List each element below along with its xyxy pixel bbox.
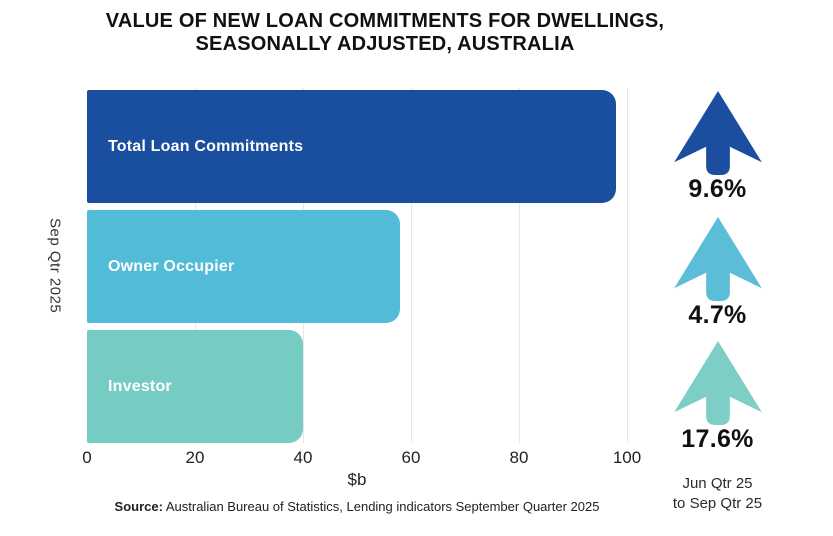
bar-owner-occupier: Owner Occupier bbox=[87, 210, 401, 323]
comparison-period-caption: Jun Qtr 25 to Sep Qtr 25 bbox=[673, 474, 762, 515]
quarterly-change-panel: 9.6% 4.7% 17.6% Jun Qtr 25 to Sep Qtr 25 bbox=[655, 88, 780, 514]
x-axis: 0 20 40 60 80 100 bbox=[82, 448, 641, 468]
bar-investor: Investor bbox=[87, 330, 303, 443]
bar-total-loan-commitments: Total Loan Commitments bbox=[87, 90, 617, 203]
bar-row-owner-occupier: Owner Occupier bbox=[87, 210, 627, 323]
bar-label-owner-occupier: Owner Occupier bbox=[108, 257, 235, 275]
x-tick-label-60: 60 bbox=[401, 448, 421, 467]
bar-label-total-loan-commitments: Total Loan Commitments bbox=[108, 137, 304, 155]
source-note: Source: Australian Bureau of Statistics,… bbox=[67, 499, 647, 514]
x-tick-label-80: 80 bbox=[509, 448, 529, 467]
source-label: Source: bbox=[114, 499, 163, 514]
bar-row-total-loan-commitments: Total Loan Commitments bbox=[87, 90, 627, 203]
comparison-period-line2: to Sep Qtr 25 bbox=[672, 495, 763, 512]
gridline-100 bbox=[627, 88, 628, 443]
source-text: Australian Bureau of Statistics, Lending… bbox=[165, 499, 600, 514]
x-axis-title: $b bbox=[347, 470, 367, 489]
up-arrow-icon bbox=[672, 340, 764, 425]
x-tick-label-0: 0 bbox=[82, 448, 92, 467]
y-axis-label: Sep Qtr 2025 bbox=[46, 217, 64, 314]
x-tick-label-100: 100 bbox=[612, 448, 642, 467]
x-tick-label-40: 40 bbox=[293, 448, 313, 467]
plot-area: Total Loan Commitments Owner Occupier Inve… bbox=[87, 88, 628, 443]
x-tick-label-20: 20 bbox=[185, 448, 205, 467]
gridline-60 bbox=[411, 88, 412, 443]
gridline-80 bbox=[519, 88, 520, 443]
up-arrow-icon bbox=[672, 217, 764, 302]
chart-title-line2: SEASONALLY ADJUSTED, AUSTRALIA bbox=[195, 33, 575, 55]
up-arrow-icon bbox=[672, 91, 764, 175]
change-group-total-loan-commitments: 9.6% bbox=[672, 91, 764, 202]
bar-series: Total Loan Commitments Owner Occupier Inve… bbox=[87, 90, 627, 450]
change-group-investor: 17.6% bbox=[672, 340, 764, 453]
change-value: 4.7% bbox=[688, 301, 747, 330]
change-value: 9.6% bbox=[688, 175, 747, 203]
change-value: 17.6% bbox=[681, 424, 754, 453]
change-group-owner-occupier: 4.7% bbox=[672, 217, 764, 330]
chart-title: VALUE OF NEW LOAN COMMITMENTS FOR DWELLI… bbox=[0, 10, 770, 56]
comparison-period-line1: Jun Qtr 25 bbox=[682, 474, 753, 492]
bar-label-investor: Investor bbox=[108, 377, 172, 395]
bar-row-investor: Investor bbox=[87, 330, 627, 443]
chart-title-line1: VALUE OF NEW LOAN COMMITMENTS FOR DWELLI… bbox=[105, 10, 665, 32]
